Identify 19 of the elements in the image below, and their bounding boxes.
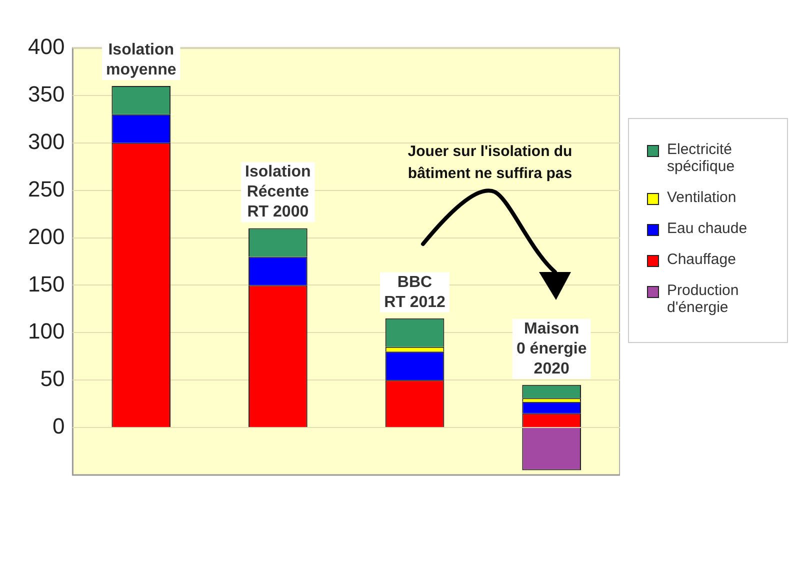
x-tick-label: Isolation Récente RT 2000	[245, 164, 311, 221]
x-tick-label: Maison 0 énergie 2020	[516, 320, 587, 378]
y-tick-label: 50	[40, 366, 65, 392]
legend-label: Ventilation	[667, 189, 736, 206]
y-tick-label: 150	[28, 271, 65, 296]
y-tick-label: 0	[52, 414, 65, 439]
legend-label: Production d'énergie	[667, 282, 740, 316]
legend-label: Eau chaude	[667, 220, 748, 237]
annotation: Jouer sur l'isolation du bâtiment ne suffira pas	[408, 143, 572, 182]
x-tick-label: Isolation moyenne	[106, 41, 176, 78]
legend-label: Chauffage	[667, 251, 736, 268]
y-tick-label: 400	[28, 34, 65, 60]
y-tick-label: 350	[28, 82, 65, 107]
y-tick-label: 300	[28, 128, 65, 154]
y-tick-label: 250	[28, 176, 65, 202]
x-tick-label: BBC RT 2012	[384, 274, 446, 311]
y-tick-label: 100	[28, 318, 65, 344]
y-tick-label: 200	[28, 224, 65, 249]
legend-label: Electricité spécifique	[667, 141, 736, 175]
